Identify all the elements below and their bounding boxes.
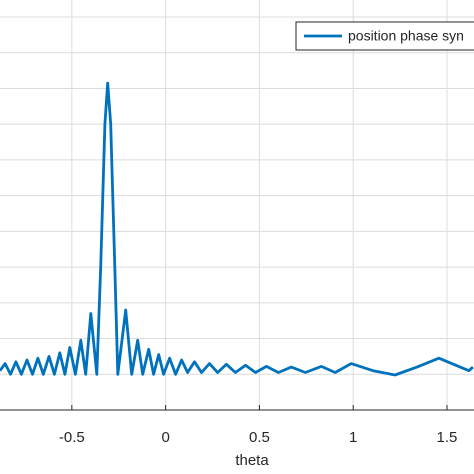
legend: position phase syn: [295, 21, 474, 51]
x-tick-label: 0.5: [249, 429, 270, 446]
legend-label: position phase syn: [348, 28, 464, 44]
x-axis-label: theta: [235, 452, 269, 469]
x-tick-label: -0.5: [59, 429, 85, 446]
x-tick-label: 0: [161, 429, 169, 446]
x-tick-label: 1.5: [437, 429, 458, 446]
line-series: [0, 81, 474, 377]
x-tick-label: 1: [349, 429, 357, 446]
